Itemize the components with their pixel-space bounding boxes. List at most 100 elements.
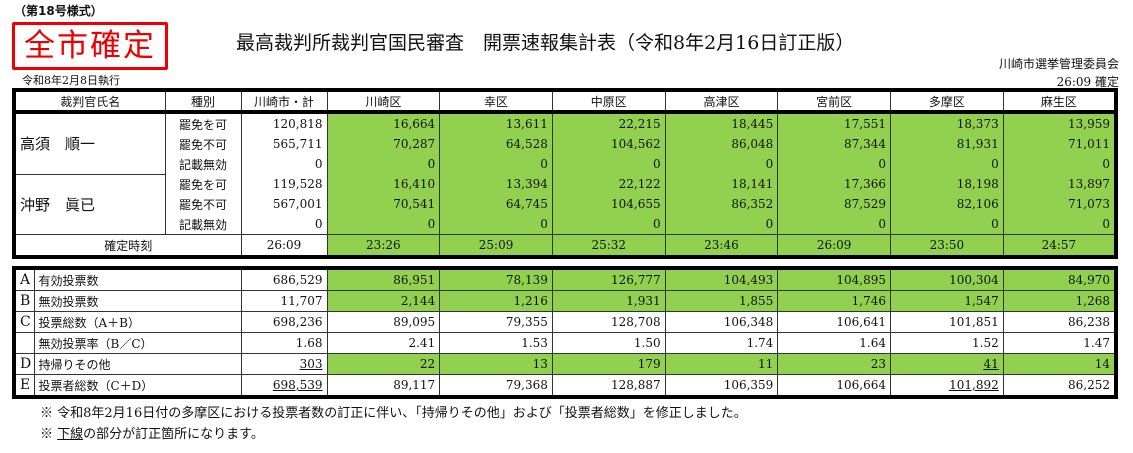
vote-count: 0 (777, 154, 892, 174)
value-text: 128,887 (610, 378, 661, 392)
row-letter: C (13, 311, 35, 333)
summary-value: 86,238 (1002, 311, 1117, 333)
summary-value: 128,887 (551, 374, 666, 398)
value-text: 2,144 (400, 294, 436, 308)
value-text: 11,707 (280, 294, 323, 308)
summary-value: 1,855 (664, 290, 779, 312)
form-number: （第18号様式） (14, 4, 103, 18)
summary-value: 128,708 (551, 311, 666, 333)
table-row: 罷免不可 565,711 70,287 64,528 104,562 86,048 87,3… (14, 134, 1117, 154)
value-text: 104,493 (723, 273, 774, 287)
vote-count: 0 (439, 154, 553, 174)
summary-value: 78,139 (439, 267, 553, 291)
vote-type: 記載無効 (164, 214, 242, 235)
summary-value: 106,641 (777, 311, 892, 333)
value-text: 2.41 (408, 336, 436, 350)
value-text: 106,359 (723, 378, 774, 392)
value-text: 1.50 (633, 336, 661, 350)
summary-value: 14 (1002, 353, 1117, 375)
column-header: 多摩区 (890, 89, 1004, 114)
row-label: 持帰りその他 (33, 353, 242, 375)
vote-count: 22,215 (551, 112, 666, 134)
summary-value: 1,931 (551, 290, 666, 312)
value-text: 89,117 (393, 378, 436, 392)
value-text: 1,855 (738, 294, 774, 308)
value-text: 698,236 (272, 315, 323, 329)
value-text: 303 (299, 357, 323, 371)
summary-value: 1,746 (777, 290, 892, 312)
vote-type: 記載無効 (164, 154, 242, 174)
summary-value: 106,348 (664, 311, 779, 333)
summary-value: 1,216 (439, 290, 553, 312)
vote-count: 22,122 (551, 174, 666, 194)
page-title: 最高裁判所裁判官国民審査 開票速報集計表（令和8年2月16日訂正版） (236, 32, 855, 54)
vote-count: 18,141 (664, 174, 779, 194)
note-correction: ※ 令和8年2月16日付の多摩区における投票者数の訂正に伴い、「持帰りその他」お… (40, 406, 747, 421)
summary-value: 1.74 (664, 332, 779, 354)
vote-count: 104,655 (551, 194, 666, 214)
value-text: 106,664 (836, 378, 887, 392)
vote-count: 70,287 (326, 134, 441, 154)
value-text: 79,355 (505, 315, 548, 329)
summary-value: 11 (664, 353, 779, 375)
value-text: 1.52 (972, 336, 999, 350)
vote-count: 0 (551, 154, 666, 174)
vote-count: 64,528 (439, 134, 553, 154)
row-label: 投票総数（A＋B） (33, 311, 242, 333)
vote-count: 71,011 (1002, 134, 1117, 154)
vote-type: 罷免不可 (164, 134, 242, 154)
value-text: 1.74 (746, 336, 774, 350)
summary-value: 23 (777, 353, 892, 375)
vote-count: 13,897 (1002, 174, 1117, 194)
vote-count: 0 (890, 154, 1004, 174)
value-text: 101,892 (949, 378, 999, 392)
vote-count: 119,528 (240, 174, 328, 194)
value-text: 13 (532, 357, 548, 371)
summary-value: 104,895 (777, 267, 892, 291)
table-row: D 持帰りその他 303 22 13 179 11 23 41 14 (13, 353, 1117, 375)
judge-name: 沖野 眞已 (13, 173, 166, 235)
column-header: 中原区 (551, 89, 666, 114)
summary-value: 79,355 (439, 311, 553, 333)
confirm-time: 23:50 (890, 234, 1004, 258)
value-text: 101,851 (949, 315, 999, 329)
row-label: 投票者総数（C＋D） (33, 374, 242, 398)
value-text: 1.53 (521, 336, 548, 350)
confirm-time: 24:57 (1002, 234, 1117, 258)
value-text: 126,777 (610, 273, 661, 287)
vote-count: 13,611 (439, 112, 553, 134)
vote-count: 87,344 (777, 134, 892, 154)
summary-value: 104,493 (664, 267, 779, 291)
row-label: 無効投票率（B／C） (33, 332, 242, 354)
value-text: 86,951 (393, 273, 436, 287)
value-text: 106,641 (836, 315, 887, 329)
vote-count: 13,959 (1002, 112, 1117, 134)
confirm-time-row: 確定時刻 26:09 23:26 25:09 25:32 23:46 26:09 23:50 2… (13, 234, 1117, 258)
summary-value: 101,892 (890, 374, 1004, 398)
row-letter: B (13, 290, 35, 312)
vote-count: 86,352 (664, 194, 779, 214)
vote-count: 87,529 (777, 194, 892, 214)
summary-value: 1.50 (551, 332, 666, 354)
value-text: 86,238 (1068, 315, 1110, 329)
value-text: 1,268 (1075, 294, 1110, 308)
summary-value: 1.68 (240, 332, 328, 354)
summary-value: 126,777 (551, 267, 666, 291)
summary-value: 698,539 (240, 374, 328, 398)
row-letter: E (13, 374, 35, 398)
vote-count: 18,373 (890, 112, 1004, 134)
summary-value: 2.41 (326, 332, 441, 354)
row-label: 有効投票数 (33, 267, 242, 291)
summary-value: 1.64 (777, 332, 892, 354)
confirmed-time: 26:09 確定 (1056, 75, 1119, 89)
summary-value: 2,144 (326, 290, 441, 312)
status-stamp: 全市確定 (12, 22, 168, 70)
confirm-time: 25:32 (551, 234, 666, 258)
value-text: 1.68 (295, 336, 323, 350)
table-row: B 無効投票数 11,707 2,144 1,216 1,931 1,855 1,746 1,5… (13, 290, 1117, 312)
value-text: 79,368 (505, 378, 548, 392)
row-letter (13, 332, 35, 354)
confirm-time: 26:09 (240, 234, 328, 258)
value-text: 1,931 (626, 294, 661, 308)
vote-count: 18,445 (664, 112, 779, 134)
